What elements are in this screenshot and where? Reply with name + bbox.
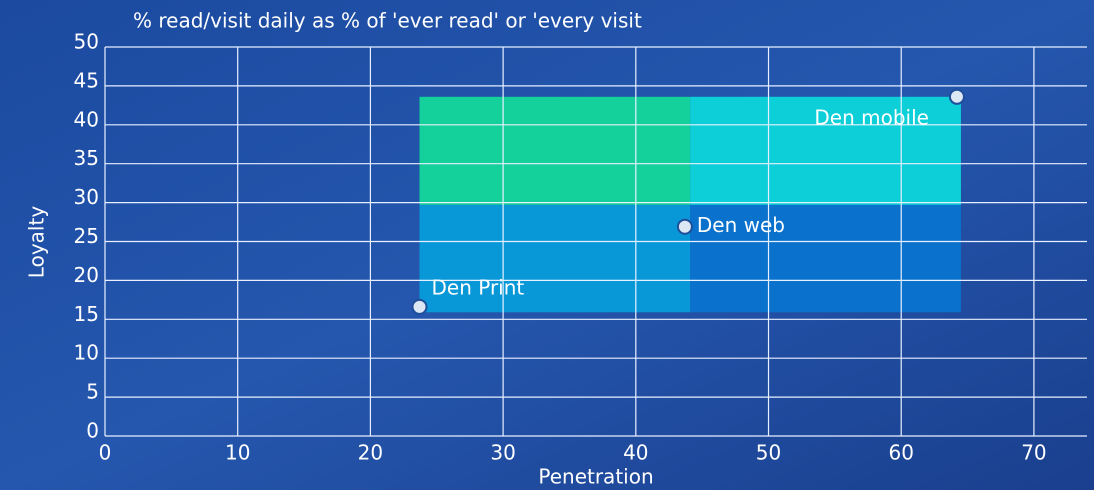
x-tick-label: 70: [1021, 441, 1046, 465]
quadrant: [419, 204, 691, 313]
quadrant: [419, 96, 691, 205]
x-tick-label: 20: [358, 441, 383, 465]
quadrant: [690, 204, 961, 313]
x-tick-label: 30: [490, 441, 515, 465]
y-tick-label: 20: [74, 263, 99, 287]
point-label: Den web: [697, 213, 785, 237]
x-tick-label: 60: [888, 441, 913, 465]
x-tick-label: 10: [225, 441, 250, 465]
y-tick-label: 50: [74, 30, 99, 54]
quadrant: [690, 96, 961, 205]
y-tick-label: 5: [86, 380, 99, 404]
y-tick-label: 0: [86, 419, 99, 443]
y-tick-label: 25: [74, 224, 99, 248]
point: [411, 298, 428, 315]
chart-title: % read/visit daily as % of 'ever read' o…: [133, 9, 642, 33]
y-tick-label: 40: [74, 107, 99, 131]
x-tick-label: 50: [756, 441, 781, 465]
x-axis-label: Penetration: [538, 465, 653, 489]
y-tick-label: 30: [74, 185, 99, 209]
x-tick-label: 0: [99, 441, 112, 465]
point: [676, 218, 693, 235]
y-tick-label: 10: [74, 341, 99, 365]
point-label: Den Print: [432, 275, 525, 299]
y-tick-label: 45: [74, 68, 99, 92]
point-label: Den mobile: [814, 105, 929, 129]
point: [948, 88, 965, 105]
y-tick-label: 15: [74, 302, 99, 326]
y-tick-label: 35: [74, 146, 99, 170]
y-axis-label: Loyalty: [25, 206, 49, 279]
x-tick-label: 40: [623, 441, 648, 465]
